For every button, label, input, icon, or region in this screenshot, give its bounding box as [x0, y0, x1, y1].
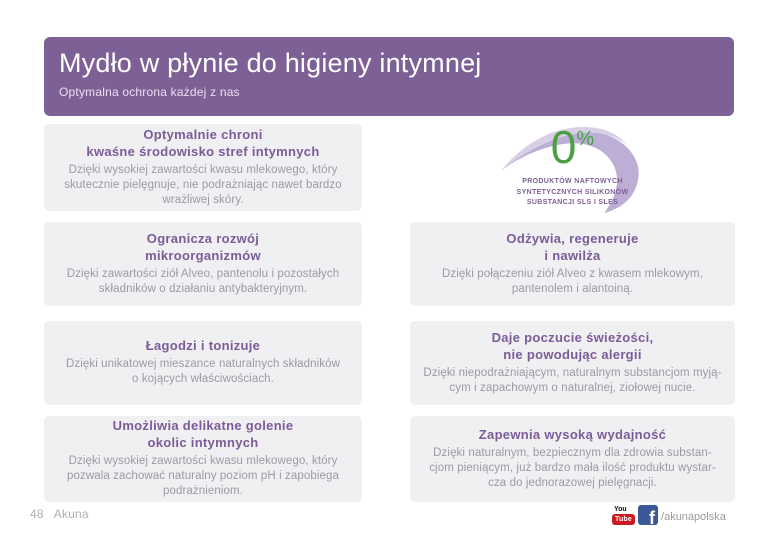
benefit-card-lagodzi-i-tonizuje: Łagodzi i tonizuje Dzięki unikatowej mie… [44, 321, 362, 405]
benefit-body: Dzięki połączeniu ziół Alveo z kwasem ml… [442, 267, 703, 295]
benefit-title: Optymalnie chroni kwaśne środowisko stre… [86, 126, 320, 159]
benefit-card-wysoka-wydajnosc: Zapewnia wysoką wydajność Dzięki natural… [410, 416, 735, 502]
benefit-title: Umożliwia delikatne golenie okolic intym… [112, 418, 294, 451]
benefit-title: Daje poczucie świeżości, nie powodując a… [491, 329, 654, 362]
brand-name: Akuna [53, 507, 89, 521]
benefit-card-poczucie-swiezosci: Daje poczucie świeżości, nie powodując a… [410, 321, 735, 405]
youtube-icon[interactable]: You Tube [612, 506, 636, 525]
youtube-icon-you-text: You [614, 506, 627, 513]
social-handle[interactable]: /akunapolska [661, 511, 726, 523]
page-number: 48 [30, 507, 44, 521]
benefit-body: Dzięki zawartości ziół Alveo, pantenolu … [66, 267, 340, 295]
swoosh-icon [500, 126, 639, 213]
zero-percent-caption: PRODUKTÓW NAFTOWYCH SYNTETYCZNYCH SILIKO… [516, 178, 629, 206]
youtube-icon-tube-text: Tube [612, 514, 636, 525]
benefit-card-optymalnie-chroni: Optymalnie chroni kwaśne środowisko stre… [44, 124, 362, 211]
header-banner: Mydło w płynie do higieny intymnej Optym… [44, 37, 734, 116]
zero-percent-value: 0% [497, 124, 649, 170]
benefit-body: Dzięki wysokiej zawartości kwasu mlekowe… [66, 455, 339, 498]
benefit-card-odzywia-regeneruje: Odżywia, regeneruje i nawilża Dzięki poł… [410, 222, 735, 306]
benefit-title: Ogranicza rozwój mikroorganizmów [145, 230, 261, 263]
benefit-card-umozliwia-golenie: Umożliwia delikatne golenie okolic intym… [44, 416, 362, 502]
zero-percent-badge: 0% PRODUKTÓW NAFTOWYCH SYNTETYCZNYCH SIL… [410, 120, 735, 216]
facebook-icon-letter: f [649, 508, 656, 525]
benefit-card-ogranicza-rozwoj: Ogranicza rozwój mikroorganizmów Dzięki … [44, 222, 362, 306]
zero-digit: 0 [550, 121, 577, 173]
social-links: You Tube f /akunapolska [612, 503, 726, 525]
benefit-body: Dzięki niepodrażniającym, naturalnym sub… [423, 366, 722, 394]
page-subtitle: Optymalna ochrona każdej z nas [59, 85, 240, 100]
footer-left: 48 Akuna [30, 507, 89, 521]
benefit-body: Dzięki unikatowej mieszance naturalnych … [65, 358, 341, 386]
facebook-icon[interactable]: f [638, 505, 659, 525]
percent-sign: % [576, 128, 595, 150]
benefit-body: Dzięki naturalnym, bezpiecznym dla zdrow… [429, 446, 716, 490]
benefit-body: Dzięki wysokiej zawartości kwasu mlekowe… [64, 163, 342, 206]
benefit-title: Odżywia, regeneruje i nawilża [506, 230, 639, 263]
benefit-title: Łagodzi i tonizuje [145, 338, 261, 354]
zero-percent-badge-inner: 0% PRODUKTÓW NAFTOWYCH SYNTETYCZNYCH SIL… [497, 120, 649, 214]
benefit-title: Zapewnia wysoką wydajność [478, 426, 667, 442]
page-title: Mydło w płynie do higieny intymnej [59, 48, 482, 78]
